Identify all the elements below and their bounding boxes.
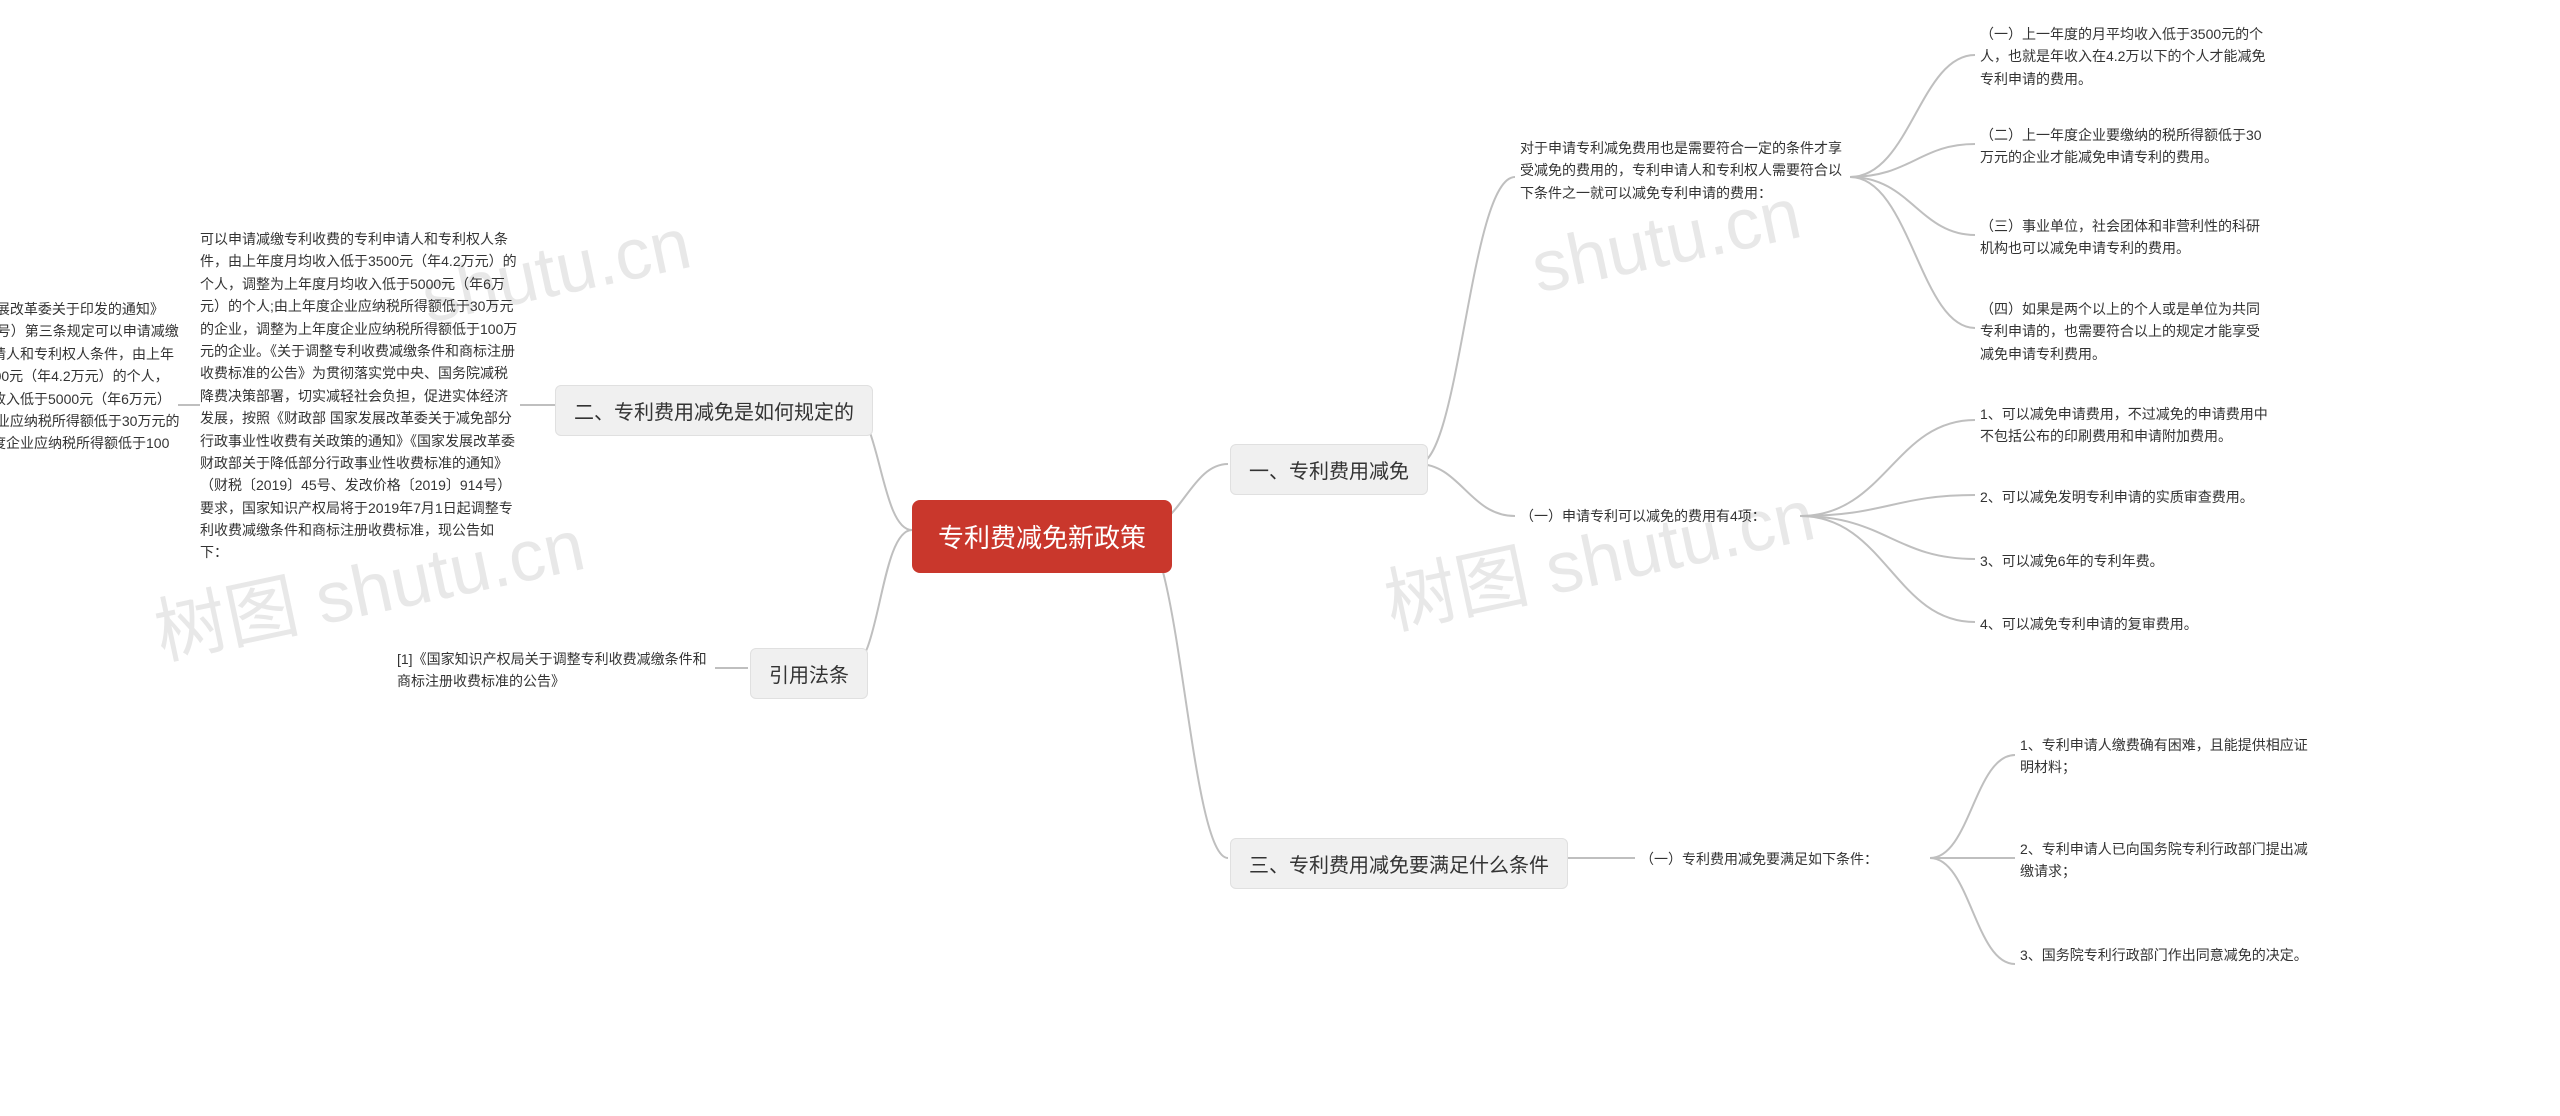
branch-1-sub2-leaf3: 3、可以减免6年的专利年费。 [1980, 550, 2164, 572]
branch-4-sub1: [1]《国家知识产权局关于调整专利收费减缴条件和商标注册收费标准的公告》 [397, 648, 717, 693]
branch-1-sub2-leaf2: 2、可以减免发明专利申请的实质审查费用。 [1980, 486, 2254, 508]
branch-1-title: 一、专利费用减免 [1230, 444, 1428, 495]
branch-3-sub1-leaf2: 2、专利申请人已向国务院专利行政部门提出减缴请求； [2020, 838, 2310, 883]
branch-1-sub2-leaf1: 1、可以减免申请费用，不过减免的申请费用中不包括公布的印刷费用和申请附加费用。 [1980, 403, 2270, 448]
branch-1-sub1-leaf4: （四）如果是两个以上的个人或是单位为共同专利申请的，也需要符合以上的规定才能享受… [1980, 298, 2270, 365]
branch-1-sub1: 对于申请专利减免费用也是需要符合一定的条件才享受减免的费用的，专利申请人和专利权… [1520, 137, 1850, 204]
branch-3-sub1-leaf3: 3、国务院专利行政部门作出同意减免的决定。 [2020, 944, 2308, 966]
branch-1-sub1-leaf1: （一）上一年度的月平均收入低于3500元的个人，也就是年收入在4.2万以下的个人… [1980, 23, 2270, 90]
branch-1-sub2-leaf4: 4、可以减免专利申请的复审费用。 [1980, 613, 2198, 635]
branch-4-title: 引用法条 [750, 648, 868, 699]
central-topic: 专利费减免新政策 [912, 500, 1172, 573]
branch-1-sub1-leaf2: （二）上一年度企业要缴纳的税所得额低于30万元的企业才能减免申请专利的费用。 [1980, 124, 2270, 169]
branch-1-sub2: （一）申请专利可以减免的费用有4项： [1520, 505, 1766, 527]
branch-2-title: 二、专利费用减免是如何规定的 [555, 385, 873, 436]
branch-1-sub1-leaf3: （三）事业单位，社会团体和非营利性的科研机构也可以减免申请专利的费用。 [1980, 215, 2270, 260]
branch-3-sub1: （一）专利费用减免要满足如下条件： [1640, 848, 1878, 870]
branch-3-title: 三、专利费用减免要满足什么条件 [1230, 838, 1568, 889]
branch-2-sub1-leaf: 将《财政部 国家发展改革委关于印发的通知》（财税〔2016〕78号）第三条规定可… [0, 298, 180, 477]
branch-2-sub1: 可以申请减缴专利收费的专利申请人和专利权人条件，由上年度月均收入低于3500元（… [200, 228, 520, 564]
branch-3-sub1-leaf1: 1、专利申请人缴费确有困难，且能提供相应证明材料； [2020, 734, 2310, 779]
